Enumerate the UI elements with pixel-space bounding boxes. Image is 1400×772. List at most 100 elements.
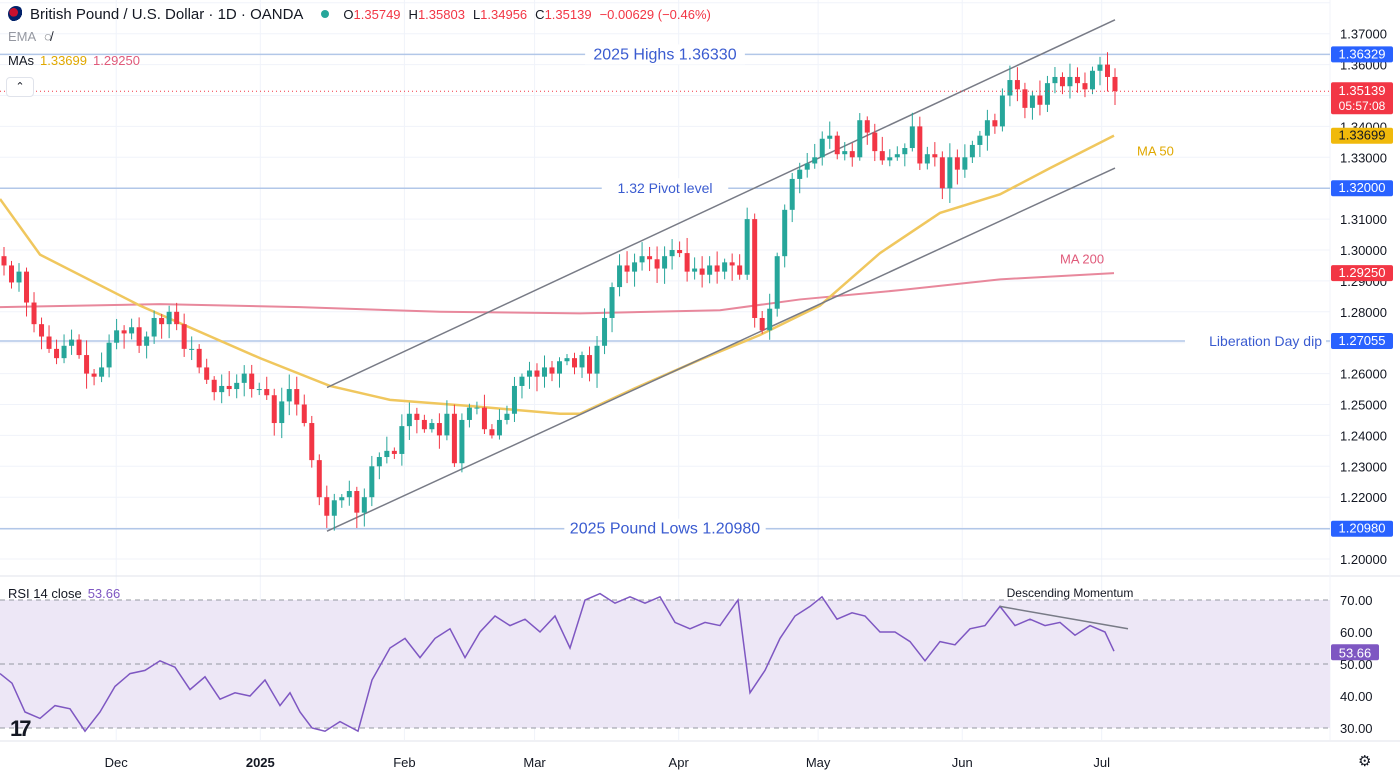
collapse-legend-button[interactable]: ⌃ <box>6 77 34 97</box>
candle-body <box>969 144 975 158</box>
candle-body <box>226 385 232 390</box>
time-tick-label: 2025 <box>246 755 275 770</box>
candle-body <box>136 327 142 346</box>
candle-body <box>549 367 555 374</box>
rsi-annotation: Descending Momentum <box>1007 586 1134 600</box>
ma200-value: 1.29250 <box>93 53 140 68</box>
candle-body <box>421 419 427 430</box>
candle-body <box>579 355 585 368</box>
candle-body <box>669 250 675 257</box>
level-price-tag-bg <box>1331 520 1393 537</box>
candle-body <box>962 157 968 170</box>
candle-body <box>999 95 1005 127</box>
rsi-tick-label: 70.00 <box>1340 593 1373 608</box>
eye-hidden-icon[interactable]: ◌̸ <box>44 29 52 44</box>
candle-body <box>1037 95 1043 105</box>
candle-body <box>286 389 292 402</box>
ohlc-close: C1.35139 <box>535 6 592 22</box>
level-price-tag-bg <box>1331 46 1393 63</box>
rsi-trendline <box>999 605 1129 630</box>
candle-body <box>166 311 172 325</box>
candle-body <box>84 355 90 374</box>
candle-body <box>451 413 457 464</box>
candle-body <box>511 385 517 414</box>
candle-body <box>1022 89 1028 108</box>
candle-body <box>1044 83 1050 105</box>
candle-body <box>624 265 630 272</box>
candle-body <box>879 151 885 161</box>
candle-body <box>782 209 788 257</box>
price-tick-label: 1.25000 <box>1340 398 1387 413</box>
candle-body <box>91 373 97 377</box>
candle-body <box>827 135 833 139</box>
candle-body <box>369 466 375 498</box>
time-tick-label: Jul <box>1093 755 1110 770</box>
tradingview-logo-icon[interactable]: 17 <box>10 716 32 741</box>
candle-body <box>1067 76 1073 87</box>
candle-body <box>234 382 240 390</box>
candle-body <box>954 157 960 170</box>
candle-body <box>31 302 37 325</box>
candle-body <box>519 376 525 386</box>
candle-body <box>572 358 578 368</box>
time-tick-label: Mar <box>523 755 546 770</box>
candle-body <box>774 256 780 309</box>
candle-body <box>114 330 120 343</box>
candle-body <box>16 271 22 283</box>
candle-body <box>429 423 435 430</box>
candle-body <box>339 497 345 501</box>
candle-body <box>489 429 495 436</box>
price-tick-label: 1.23000 <box>1340 459 1387 474</box>
candle-body <box>414 413 420 420</box>
candle-body <box>331 500 337 516</box>
level-label: Liberation Day dip <box>1209 333 1322 349</box>
level-label-bg <box>1184 331 1326 352</box>
candle-body <box>594 345 600 374</box>
candle-body <box>1104 64 1110 77</box>
level-price-tag-bg <box>1331 180 1393 197</box>
candle-body <box>939 157 945 189</box>
ohlc-high: H1.35803 <box>408 6 465 22</box>
level-label-bg <box>585 44 745 65</box>
candle-body <box>361 497 367 513</box>
candle-body <box>466 407 472 420</box>
price-tick-label: 1.30000 <box>1340 243 1387 258</box>
candle-body <box>654 259 660 269</box>
gear-icon[interactable]: ⚙ <box>1358 753 1372 770</box>
candle-body <box>917 126 923 164</box>
candle-body <box>729 262 735 266</box>
candle-body <box>99 367 105 377</box>
candle-body <box>316 460 322 498</box>
candle-body <box>144 336 150 346</box>
ma200-line <box>0 272 1115 315</box>
candle-body <box>121 330 127 334</box>
ohlc-low: L1.34956 <box>472 6 528 22</box>
price-tick-label: 1.20000 <box>1340 552 1387 567</box>
candle-body <box>744 219 750 275</box>
candle-body <box>406 413 412 427</box>
candle-body <box>992 120 998 127</box>
rsi-tick-label: 40.00 <box>1340 689 1373 704</box>
last-price-tag: 1.35139 <box>1339 83 1386 98</box>
candle-body <box>9 265 15 283</box>
symbol-title[interactable]: British Pound / U.S. Dollar · 1D · OANDA <box>30 5 304 23</box>
candle-body <box>541 367 547 377</box>
candle-body <box>256 389 262 391</box>
price-tick-label: 1.28000 <box>1340 305 1387 320</box>
candle-body <box>376 457 382 467</box>
mas-indicator-row[interactable]: MAs 1.33699 1.29250 <box>8 53 140 68</box>
candle-body <box>46 336 52 349</box>
candle-body <box>1082 83 1088 90</box>
candle-body <box>617 265 623 288</box>
candle-body <box>189 348 195 350</box>
time-tick-label: Jun <box>952 755 973 770</box>
candle-body <box>677 250 683 254</box>
ema-indicator-row[interactable]: EMA ◌̸ <box>8 29 52 44</box>
rsi-line <box>0 592 1115 733</box>
rsi-tick-label: 50.00 <box>1340 657 1373 672</box>
candle-body <box>1097 64 1103 71</box>
candle-body <box>684 253 690 272</box>
time-tick-label: Feb <box>393 755 415 770</box>
rsi-legend[interactable]: RSI 14 close 53.66 <box>8 586 120 601</box>
